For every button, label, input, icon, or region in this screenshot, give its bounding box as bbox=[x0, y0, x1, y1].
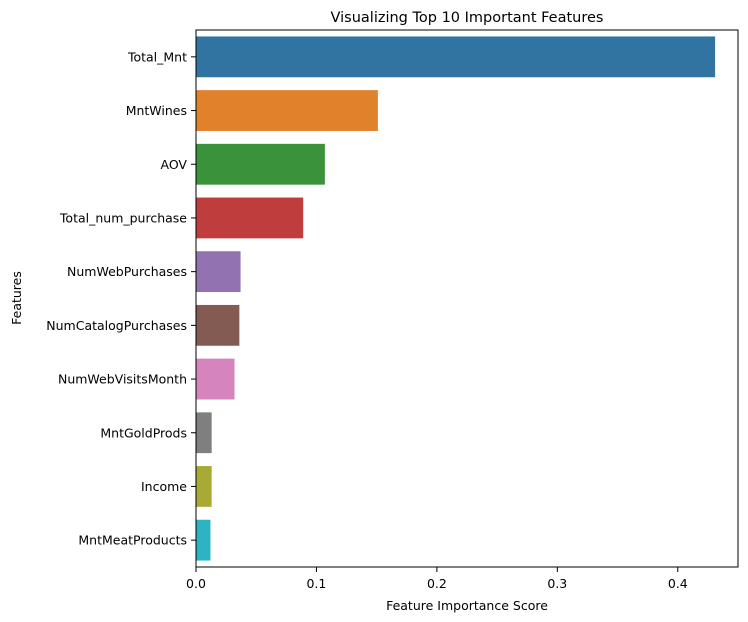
bar-numcatalogpurchases bbox=[196, 304, 240, 346]
y-tick-label: MntWines bbox=[126, 103, 187, 118]
y-axis-ticks: Total_Mnt MntWines AOV Total_num_purchase Nu… bbox=[46, 49, 196, 548]
x-tick-label: 0.4 bbox=[668, 576, 688, 591]
bar-income bbox=[196, 466, 212, 507]
x-tick-label: 0.0 bbox=[186, 576, 206, 591]
bar-numwebvisitsmonth bbox=[196, 358, 235, 400]
y-tick-label: MntGoldProds bbox=[100, 425, 187, 440]
y-tick-label: Total_Mnt bbox=[127, 49, 187, 64]
x-axis-label: Feature Importance Score bbox=[386, 598, 548, 613]
bar-mntgoldprods bbox=[196, 412, 212, 454]
y-axis-label: Features bbox=[9, 271, 24, 325]
bar-aov bbox=[196, 143, 325, 185]
bar-mntmeatproducts bbox=[196, 519, 211, 561]
chart-title: Visualizing Top 10 Important Features bbox=[331, 10, 604, 26]
x-tick-label: 0.3 bbox=[547, 576, 567, 591]
bar-group bbox=[196, 36, 716, 561]
y-tick-label: AOV bbox=[160, 157, 187, 172]
x-tick-label: 0.2 bbox=[427, 576, 447, 591]
plot-frame bbox=[195, 29, 739, 568]
y-tick-label: Total_num_purchase bbox=[59, 210, 187, 225]
x-axis-ticks: 0.0 0.1 0.2 0.3 0.4 bbox=[186, 567, 688, 591]
bar-total-mnt bbox=[196, 36, 716, 78]
y-tick-label: NumWebVisitsMonth bbox=[58, 372, 187, 387]
y-tick-label: Income bbox=[141, 479, 187, 494]
bar-numwebpurchases bbox=[196, 251, 241, 293]
bar-total-num-purchase bbox=[196, 197, 304, 239]
x-tick-label: 0.1 bbox=[306, 576, 326, 591]
y-tick-label: NumWebPurchases bbox=[67, 264, 187, 279]
bar-mntwines bbox=[196, 90, 378, 131]
y-tick-label: NumCatalogPurchases bbox=[46, 318, 187, 333]
y-tick-label: MntMeatProducts bbox=[78, 533, 187, 548]
